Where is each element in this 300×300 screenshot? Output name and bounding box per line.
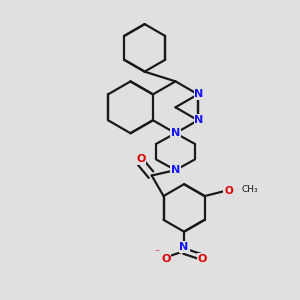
Text: N: N: [171, 128, 180, 138]
Text: O: O: [224, 186, 233, 196]
Text: N: N: [194, 89, 204, 99]
Text: O: O: [161, 254, 170, 264]
Text: N: N: [171, 165, 180, 175]
Text: N: N: [194, 115, 204, 125]
Text: O: O: [198, 254, 207, 264]
Text: ⁻: ⁻: [154, 248, 160, 258]
Text: N: N: [179, 242, 189, 252]
Text: CH₃: CH₃: [242, 185, 258, 194]
Text: O: O: [136, 154, 146, 164]
